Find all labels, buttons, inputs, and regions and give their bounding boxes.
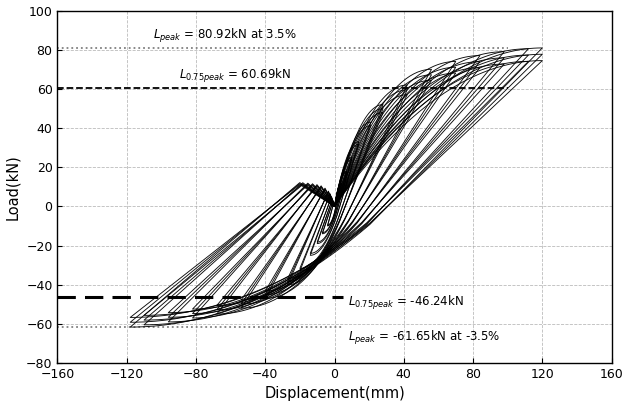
Text: $L_{peak}$ = 80.92kN at 3.5%: $L_{peak}$ = 80.92kN at 3.5% xyxy=(153,27,296,45)
Text: $L_{0.75peak}$ = 60.69kN: $L_{0.75peak}$ = 60.69kN xyxy=(179,67,291,85)
Text: $L_{peak}$ = -61.65kN at -3.5%: $L_{peak}$ = -61.65kN at -3.5% xyxy=(348,329,501,347)
Text: $L_{0.75peak}$ = -46.24kN: $L_{0.75peak}$ = -46.24kN xyxy=(348,294,464,312)
X-axis label: Displacement(mm): Displacement(mm) xyxy=(264,386,405,401)
Y-axis label: Load(kN): Load(kN) xyxy=(6,154,21,220)
